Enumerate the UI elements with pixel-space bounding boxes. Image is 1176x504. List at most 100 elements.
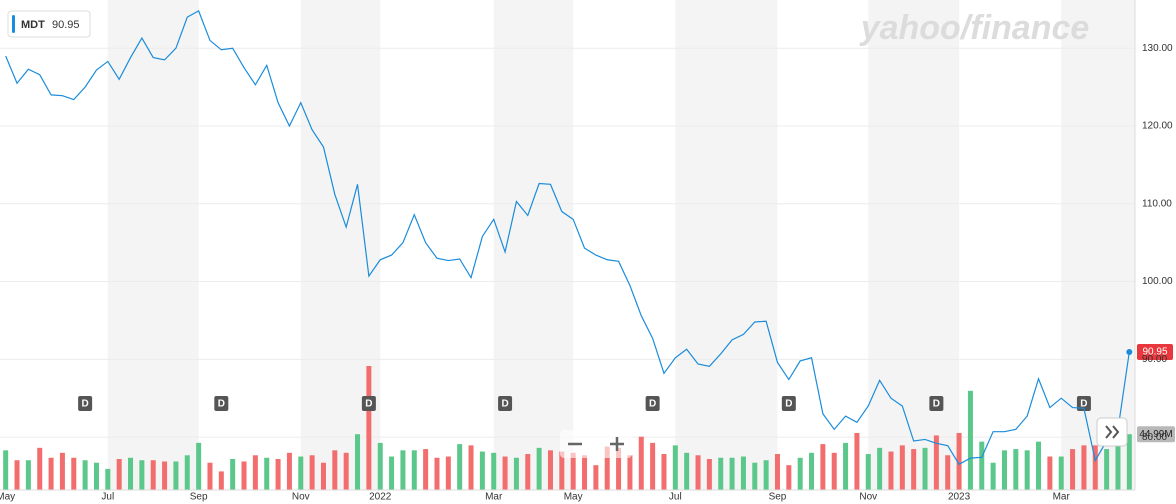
y-tick-label: 100.00 [1142,276,1173,287]
volume-bar [513,457,519,490]
volume-bar [3,450,9,490]
dividend-marker [214,396,229,411]
volume-bar [593,465,599,490]
x-tick-label: May [564,492,583,503]
volume-bar [831,452,837,490]
volume-bar [786,465,792,490]
volume-bar [286,452,292,490]
volume-bar [377,442,383,490]
dividend-label: D [218,399,225,410]
volume-bar [445,456,451,490]
y-tick-label: 120.00 [1142,121,1173,132]
volume-bar [400,450,406,490]
volume-bar [1104,449,1110,490]
watermark: yahoo/finance [859,9,1090,47]
volume-bar [309,455,315,490]
volume-bar [956,432,962,490]
scroll-right-button[interactable] [1096,417,1128,447]
x-tick-label: May [0,492,15,503]
volume-bar [877,447,883,490]
dividend-marker [498,396,513,411]
volume-bar [604,446,610,490]
x-tick-label: Mar [485,492,503,503]
legend-label: MDT [21,19,45,31]
volume-bar [150,460,156,490]
volume-tag [1137,426,1175,443]
price-tag [1137,343,1173,360]
dividend-label: D [933,399,940,410]
volume-bar [343,452,349,490]
month-band [1061,0,1135,490]
volume-bar [82,460,88,490]
volume-bar [241,461,247,490]
volume-bar [774,454,780,490]
volume-bar [434,457,440,490]
dividend-marker [78,396,93,411]
volume-bar [1024,450,1030,490]
volume-bar [491,452,497,490]
volume-bar [638,436,644,490]
volume-bar [967,390,973,490]
volume-bar [1047,456,1053,490]
volume-bar [616,447,622,490]
volume-bar [843,442,849,490]
legend-swatch [12,15,15,33]
volume-bar [661,454,667,490]
volume-bar [298,456,304,490]
volume-bar [366,366,372,490]
volume-bar [933,435,939,490]
volume-bar [59,452,65,490]
volume-bar [184,455,190,490]
y-tick-label: 90.00 [1142,354,1167,365]
volume-bar [820,444,826,490]
legend: MDT 90.95 [7,10,91,38]
zoom-controls [560,430,632,458]
volume-bar [71,457,77,490]
dividend-label: D [501,399,508,410]
volume-bar [411,450,417,490]
volume-bar [468,445,474,490]
volume-bar [911,449,917,490]
volume-bar [218,471,224,490]
volume-bar [355,434,361,490]
volume-bar [763,460,769,490]
volume-bar [230,459,236,490]
zoom-in[interactable] [610,437,624,451]
volume-bar [173,461,179,490]
volume-bar [536,447,542,490]
volume-bar [899,445,905,490]
volume-bar [1013,449,1019,490]
price-tag-label: 90.95 [1142,347,1167,358]
volume-bar [457,444,463,490]
volume-bar [582,455,588,490]
volume-bar [854,432,860,490]
last-point [1126,348,1133,355]
dividend-label: D [785,399,792,410]
volume-bar [650,442,656,490]
volume-bar [865,454,871,490]
volume-bar [1126,434,1132,490]
volume-bar [979,441,985,490]
volume-bar [48,457,54,490]
dividend-marker [781,396,796,411]
volume-bar [990,462,996,490]
volume-bar [695,455,701,490]
y-tick-label: 80.00 [1142,432,1167,443]
x-tick-label: Mar [1053,492,1071,503]
month-band [107,0,199,490]
volume-bar [809,452,815,490]
volume-bar [332,450,338,490]
volume-bar [627,455,633,490]
dividend-marker [929,396,944,411]
volume-bar [14,460,20,490]
month-band [675,0,778,490]
dividend-label: D [365,399,372,410]
volume-bar [252,455,258,490]
y-tick-label: 110.00 [1142,198,1172,209]
volume-bar [706,459,712,490]
volume-bar [945,455,951,490]
volume-bar [1081,445,1087,490]
volume-bar [502,456,508,490]
volume-bar [25,460,31,490]
volume-bar [1001,450,1007,490]
